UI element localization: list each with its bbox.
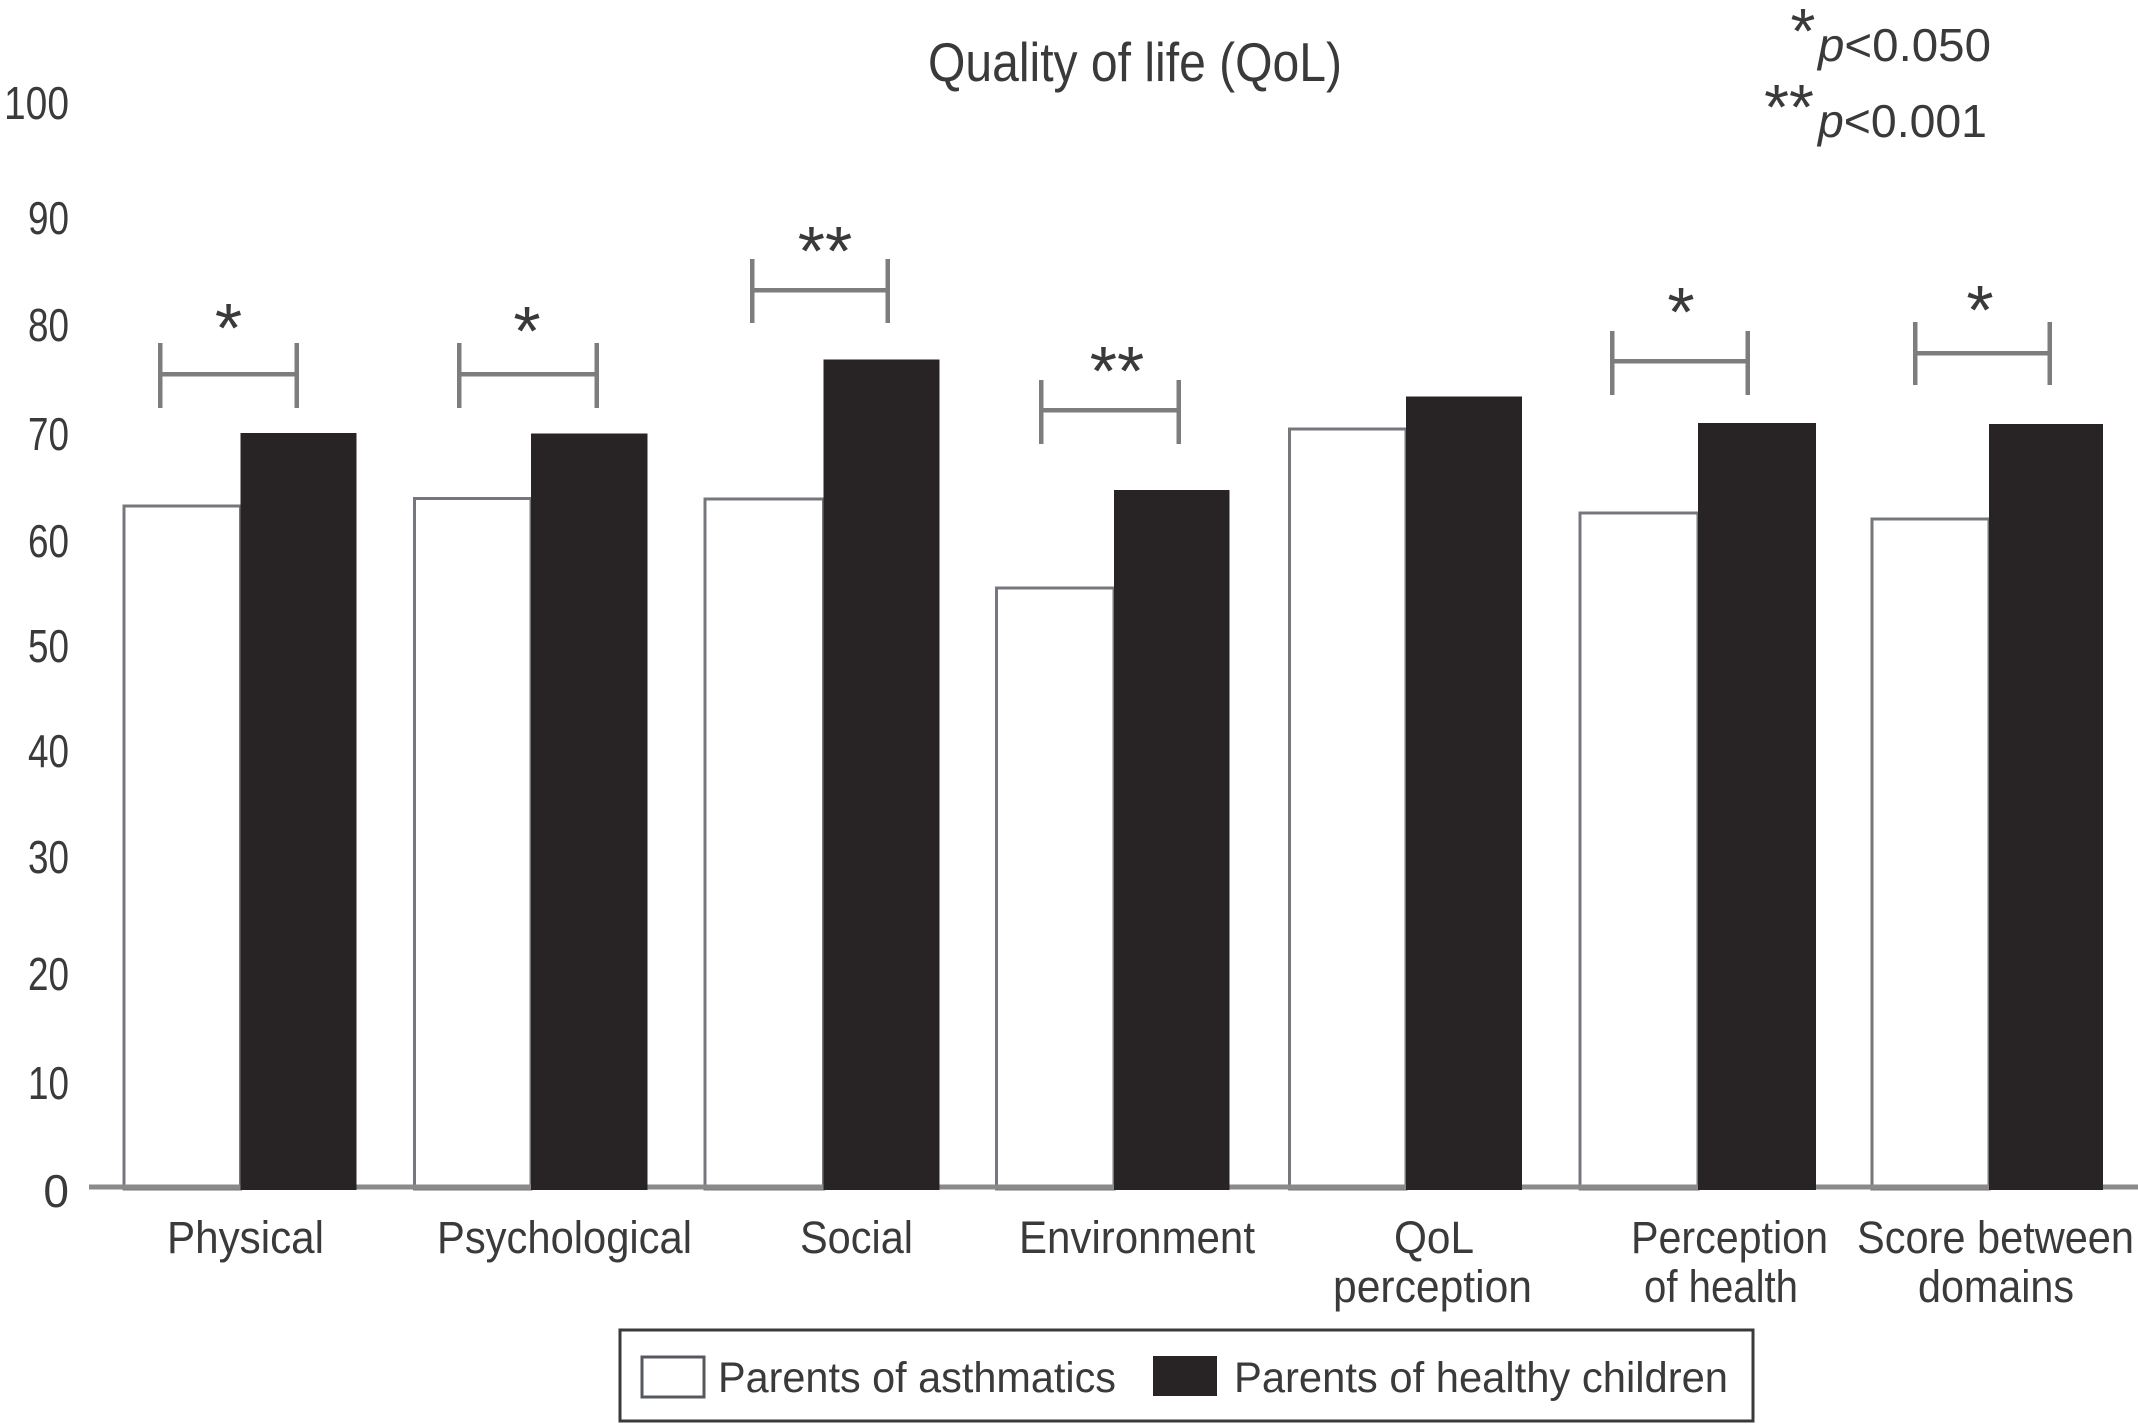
svg-text:10: 10 xyxy=(28,1057,69,1109)
svg-text:domains: domains xyxy=(1918,1261,2074,1312)
svg-text:*: * xyxy=(1791,0,1816,67)
svg-text:*: * xyxy=(1667,273,1694,351)
svg-text:0: 0 xyxy=(43,1165,69,1217)
svg-text:Social: Social xyxy=(800,1212,913,1263)
svg-text:Parents of healthy children: Parents of healthy children xyxy=(1234,1354,1728,1402)
svg-text:*: * xyxy=(215,289,242,367)
svg-text:30: 30 xyxy=(28,831,69,883)
svg-text:70: 70 xyxy=(28,408,69,460)
svg-text:100: 100 xyxy=(4,77,69,129)
svg-text:*: * xyxy=(513,292,540,370)
svg-text:40: 40 xyxy=(28,725,69,777)
svg-text:**: ** xyxy=(798,212,852,290)
svg-text:Quality of life (QoL): Quality of life (QoL) xyxy=(928,31,1342,93)
svg-text:Parents of asthmatics: Parents of asthmatics xyxy=(718,1354,1116,1402)
svg-text:50: 50 xyxy=(28,620,69,672)
svg-text:Perception: Perception xyxy=(1631,1212,1828,1263)
svg-text:Physical: Physical xyxy=(167,1212,324,1263)
svg-text:**: ** xyxy=(1764,71,1814,143)
svg-text:80: 80 xyxy=(28,299,69,351)
svg-text:Score between: Score between xyxy=(1857,1212,2134,1263)
svg-text:Environment: Environment xyxy=(1019,1212,1255,1263)
svg-text:of health: of health xyxy=(1644,1261,1798,1312)
svg-text:60: 60 xyxy=(28,515,69,567)
svg-text:Psychological: Psychological xyxy=(437,1212,692,1263)
svg-text:p<0.050: p<0.050 xyxy=(1816,19,1991,71)
svg-text:*: * xyxy=(1966,271,1993,349)
svg-text:p<0.001: p<0.001 xyxy=(1816,95,1987,147)
svg-text:20: 20 xyxy=(28,948,69,1000)
svg-text:**: ** xyxy=(1090,332,1144,410)
svg-text:perception: perception xyxy=(1333,1261,1532,1312)
svg-text:90: 90 xyxy=(28,192,69,244)
svg-text:QoL: QoL xyxy=(1394,1212,1474,1263)
